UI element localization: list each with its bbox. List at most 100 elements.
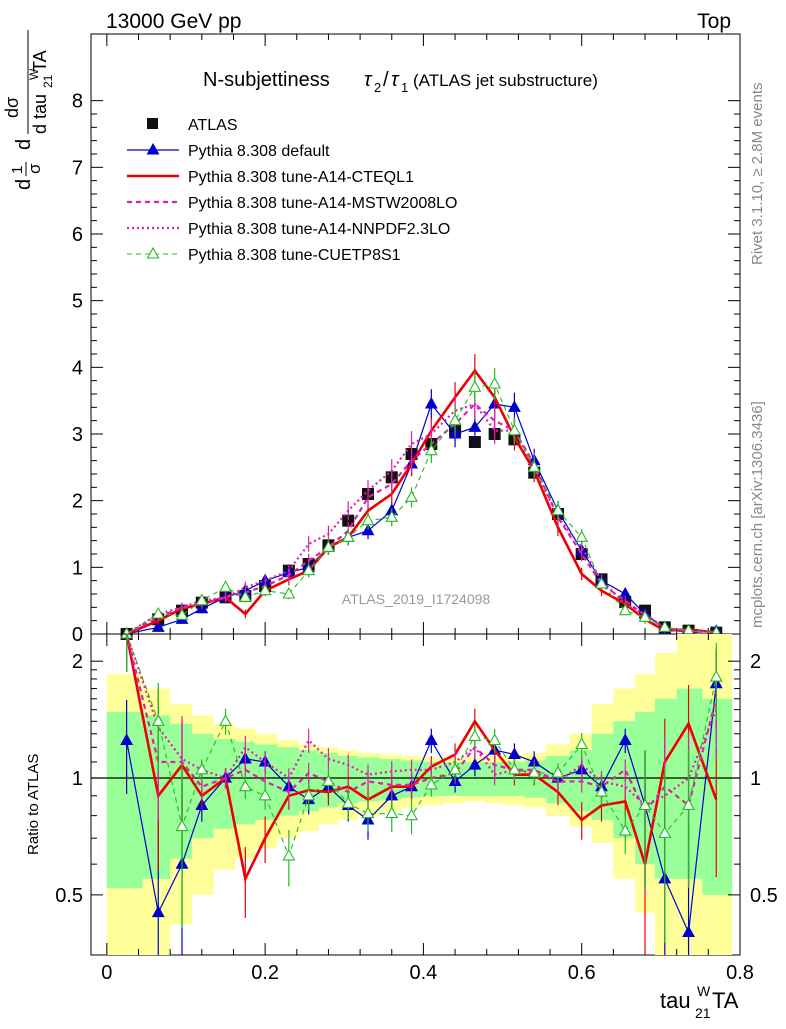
- svg-text:1: 1: [9, 166, 26, 174]
- ratio-marker: [258, 788, 272, 801]
- ratio-series-line: [125, 633, 718, 883]
- main-marker: [424, 443, 438, 456]
- x-axis-label: tau 21 W TA: [660, 983, 739, 1021]
- ratio-band-inner_1sigma: [676, 688, 703, 879]
- ratio-marker: [448, 762, 462, 775]
- ratio-band-inner_1sigma: [702, 698, 733, 895]
- xtick-label: 0.6: [568, 962, 596, 984]
- ratio-band-inner_1sigma: [591, 733, 614, 820]
- legend-label: ATLAS: [188, 117, 238, 134]
- svg-text:TA: TA: [712, 988, 739, 1013]
- ratio-ytick-label: 2: [72, 651, 83, 673]
- main-marker: [151, 606, 165, 619]
- main-marker: [175, 608, 189, 620]
- main-marker: [658, 620, 672, 632]
- ratio-ytick-label: 1: [72, 768, 83, 790]
- svg-text:τ: τ: [391, 69, 400, 91]
- ratio-marker: [638, 798, 652, 810]
- ratio-band-inner_1sigma: [170, 723, 192, 859]
- svg-text:1: 1: [401, 80, 408, 95]
- svg-text:σ: σ: [25, 163, 44, 174]
- main-series-line: [126, 402, 717, 635]
- svg-text:W: W: [27, 68, 41, 80]
- main-marker: [405, 490, 418, 502]
- main-marker: [195, 593, 209, 606]
- svg-text:(ATLAS jet substructure): (ATLAS jet substructure): [413, 71, 598, 90]
- ratio-marker: [527, 765, 541, 778]
- ratio-marker: [682, 798, 695, 810]
- legend-entry-0: ATLAS: [147, 117, 238, 134]
- main-marker: [219, 580, 232, 592]
- ratio-ylabel: Ratio to ATLAS: [25, 754, 42, 855]
- legend-marker: [146, 142, 160, 155]
- xtick-label: 0.8: [726, 962, 754, 984]
- svg-text:/: /: [383, 69, 389, 91]
- svg-text:dσ: dσ: [2, 97, 22, 118]
- ratio-marker: [282, 848, 296, 861]
- main-marker: [468, 380, 482, 392]
- ratio-marker: [424, 777, 438, 790]
- ratio-marker: [508, 747, 521, 760]
- main-marker: [551, 503, 565, 516]
- legend-entry-2: Pythia 8.308 tune-A14-CTEQL1: [127, 169, 414, 186]
- ratio-band-inner_1sigma: [654, 698, 677, 879]
- ratio-marker: [551, 765, 565, 778]
- ratio-series-line: [125, 633, 718, 814]
- legend: ATLAS Pythia 8.308 default Pythia 8.308 tu…: [127, 117, 457, 264]
- main-marker: [282, 586, 296, 599]
- ratio-marker: [151, 714, 165, 726]
- ratio-marker: [151, 905, 165, 918]
- svg-text:W: W: [697, 983, 711, 999]
- ratio-marker: [618, 733, 632, 745]
- ratio-marker: [709, 669, 723, 682]
- main-marker: [341, 530, 355, 542]
- main-series-line: [126, 402, 717, 635]
- main-ytick-label: 8: [72, 91, 83, 113]
- ratio-marker: [302, 788, 316, 801]
- ratio-marker: [341, 796, 355, 809]
- svg-text:2: 2: [374, 80, 381, 95]
- ratio-frame: [90, 633, 741, 956]
- ratio-marker: [424, 733, 438, 745]
- ratio-marker: [575, 737, 589, 750]
- main-marker: [385, 510, 399, 522]
- main-ytick-label: 1: [72, 557, 83, 579]
- xtick-label: 0: [101, 962, 112, 984]
- ratio-marker: [618, 823, 632, 836]
- main-ytick-label: 6: [72, 224, 83, 246]
- main-marker: [361, 513, 375, 526]
- legend-entry-1: Pythia 8.308 default: [127, 142, 330, 160]
- svg-text:d: d: [13, 179, 35, 190]
- svg-text:d tau: d tau: [30, 94, 50, 134]
- main-ytick-label: 3: [72, 424, 83, 446]
- ratio-band-inner_1sigma: [255, 744, 277, 820]
- main-marker: [508, 400, 521, 412]
- main-series-line: [126, 368, 717, 636]
- main-marker: [424, 396, 438, 409]
- legend-entry-5: Pythia 8.308 tune-CUETP8S1: [127, 246, 401, 264]
- ratio-band-inner_1sigma: [464, 761, 485, 796]
- ratio-marker: [405, 808, 418, 821]
- legend-label: Pythia 8.308 tune-A14-MSTW2008LO: [188, 195, 457, 212]
- ratio-marker: [322, 774, 335, 786]
- main-ytick-label: 5: [72, 291, 83, 313]
- ratio-series-line: [126, 683, 717, 935]
- main-title: N-subjettiness τ 2 / τ 1 (ATLAS jet subs…: [203, 69, 598, 95]
- main-marker: [618, 603, 632, 616]
- main-marker: [488, 376, 502, 389]
- ratio-marker: [361, 806, 375, 819]
- svg-text:d: d: [13, 139, 35, 150]
- main-ytick-label: 7: [72, 157, 83, 179]
- ratio-marker: [468, 757, 482, 770]
- main-ytick-label: 0: [72, 624, 83, 646]
- rivet-label: Rivet 3.1.10, ≥ 2.8M events: [749, 83, 766, 266]
- ratio-marker: [508, 762, 521, 775]
- legend-marker: [146, 246, 160, 259]
- mcplots-label: mcplots.cern.ch [arXiv:1306.3436]: [749, 401, 766, 628]
- main-marker: [322, 540, 335, 552]
- xtick-label: 0.2: [251, 962, 279, 984]
- main-marker: [302, 563, 316, 576]
- header-left: 13000 GeV pp: [106, 10, 241, 33]
